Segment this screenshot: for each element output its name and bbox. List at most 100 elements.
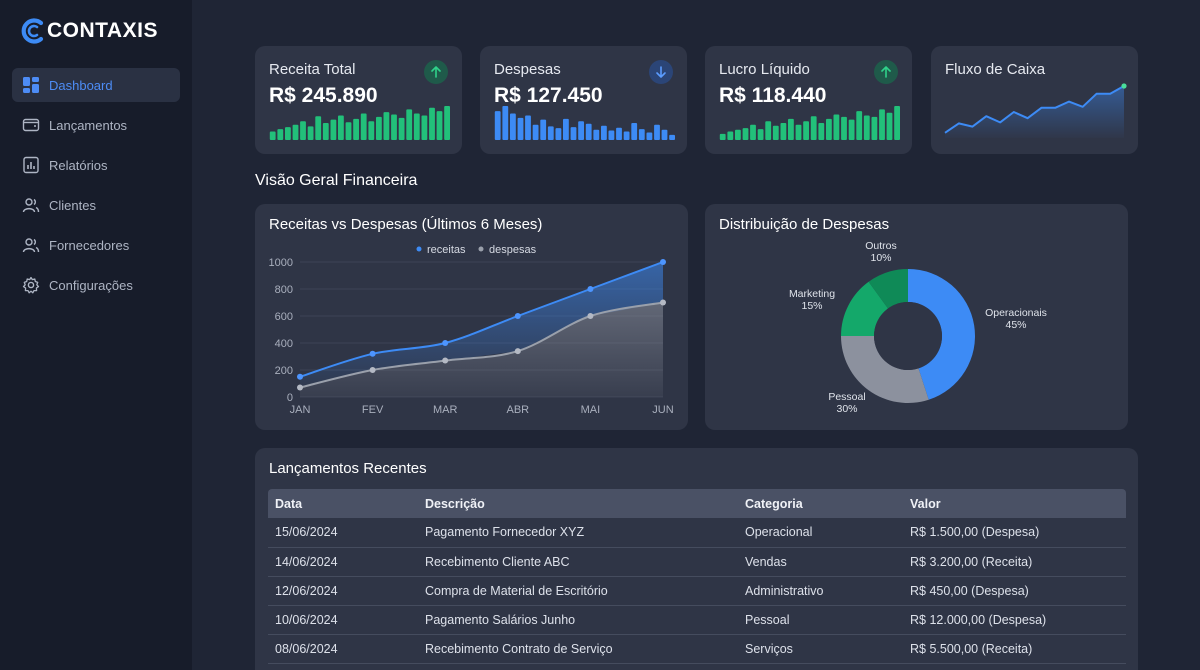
kpi-sparkline-bars [719, 106, 900, 140]
kpi-card-4[interactable]: Fluxo de Caixa [931, 46, 1138, 154]
sparkline-bar [750, 124, 756, 140]
recent-entries-panel: Lançamentos Recentes Data Descrição Catego… [255, 448, 1138, 670]
sparkline-bar [646, 132, 653, 140]
sparkline-bar [436, 111, 443, 140]
sparkline-bar [826, 118, 832, 140]
line-chart-title: Receitas vs Despesas (Últimos 6 Meses) [269, 216, 543, 233]
receitas-point [514, 313, 521, 319]
sparkline-bar [413, 113, 420, 140]
sparkline-bar [735, 129, 741, 140]
sparkline-bar [871, 116, 878, 140]
sparkline-bar [570, 127, 577, 140]
receitas-point [297, 373, 303, 380]
sparkline-bar [833, 114, 840, 140]
sparkline-bar [727, 131, 734, 140]
sidebar-item-clientes[interactable]: Clientes [12, 188, 180, 222]
kpi-card-1[interactable]: Receita Total R$ 245.890 [255, 46, 462, 154]
kpi-card-3[interactable]: Lucro Líquido R$ 118.440 [705, 46, 912, 154]
sparkline-bar [616, 127, 622, 140]
arrow-up-icon [874, 60, 898, 84]
table-cell: Serviços [738, 634, 903, 664]
receitas-line [299, 261, 664, 378]
sidebar-nav: Dashboard Lançamentos Relatórios Clientes Fo… [12, 68, 180, 308]
donut-percent: 10% [870, 252, 891, 264]
donut-slice-operacionais [908, 269, 975, 400]
despesas-area [300, 302, 663, 397]
y-tick-label: 1000 [269, 257, 293, 269]
donut-slice-pessoal [841, 336, 929, 403]
recent-entries-table: Data Descrição Categoria Valor 15/06/2024 Pa… [268, 489, 1126, 664]
sparkline-bar [300, 121, 306, 140]
sidebar-item-lancamentos[interactable]: Lançamentos [12, 108, 180, 142]
table-cell: Compra de Material de Escritório [418, 576, 738, 606]
brand-logo[interactable]: CONTAXIS [20, 16, 158, 46]
despesas-point [442, 357, 449, 364]
report-icon [22, 156, 40, 174]
x-tick-label: JAN [290, 404, 311, 416]
table-cell: R$ 1.500,00 (Despesa) [903, 518, 1126, 548]
sidebar-item-label: Fornecedores [49, 237, 130, 253]
sparkline-bar [563, 118, 569, 140]
table-row[interactable]: 15/06/2024 Pagamento Fornecedor XYZ Operac… [268, 518, 1126, 548]
kpi-title: Lucro Líquido [719, 61, 810, 78]
receitas-point [442, 340, 449, 346]
kpi-card-2[interactable]: Despesas R$ 127.450 [480, 46, 687, 154]
sidebar-item-relatorios[interactable]: Relatórios [12, 148, 180, 182]
donut-percent: 15% [801, 300, 822, 312]
sidebar-item-label: Configurações [49, 277, 133, 293]
sparkline-bar [368, 121, 375, 140]
y-tick-label: 400 [275, 338, 293, 350]
receitas-point [660, 259, 666, 265]
sparkline-bar [757, 129, 764, 140]
column-header[interactable]: Valor [903, 489, 1126, 518]
sparkline-bar [547, 126, 554, 140]
sparkline-bar [593, 129, 600, 140]
table-cell: Pagamento Salários Junho [418, 605, 738, 635]
sparkline-bar [330, 119, 337, 140]
sparkline-bar [338, 115, 344, 140]
table-cell: Administrativo [738, 576, 903, 606]
sidebar-item-configuracoes[interactable]: Configurações [12, 268, 180, 302]
table-cell: Vendas [738, 547, 903, 577]
x-tick-label: ABR [506, 404, 529, 416]
sidebar-item-fornecedores[interactable]: Fornecedores [12, 228, 180, 262]
kpi-title: Receita Total [269, 61, 356, 78]
table-row[interactable]: 14/06/2024 Recebimento Cliente ABC Vendas R… [268, 547, 1126, 577]
sidebar-item-label: Relatórios [49, 157, 108, 173]
x-tick-label: MAR [433, 404, 458, 416]
table-row[interactable]: 12/06/2024 Compra de Material de Escritór… [268, 576, 1126, 606]
column-header[interactable]: Categoria [738, 489, 903, 518]
table-cell: R$ 3.200,00 (Receita) [903, 547, 1126, 577]
table-cell: Pagamento Fornecedor XYZ [418, 518, 738, 548]
x-tick-label: JUN [652, 404, 673, 416]
sparkline-bar [585, 123, 592, 140]
table-cell: 14/06/2024 [268, 547, 418, 577]
y-tick-label: 0 [287, 392, 293, 404]
sparkline-bar [555, 128, 562, 140]
table-row[interactable]: 10/06/2024 Pagamento Salários Junho Pessoa… [268, 605, 1126, 635]
section-title: Visão Geral Financeira [255, 172, 418, 189]
sparkline-bar [848, 119, 855, 140]
despesas-point [369, 367, 376, 373]
brand-name: CONTAXIS [47, 19, 158, 42]
sidebar-item-dashboard[interactable]: Dashboard [12, 68, 180, 102]
donut-slice-marketing [841, 281, 889, 336]
sparkline-bar [669, 134, 675, 140]
y-tick-label: 200 [275, 365, 293, 377]
sparkline-bar [765, 121, 772, 140]
sparkline-bar [269, 131, 276, 140]
cash-flow-endpoint [1121, 83, 1127, 89]
column-header[interactable]: Descrição [418, 489, 738, 518]
column-header[interactable]: Data [268, 489, 418, 518]
table-row[interactable]: 08/06/2024 Recebimento Contrato de Serviç… [268, 634, 1126, 664]
table-cell: Pessoal [738, 605, 903, 635]
donut-chart-title: Distribuição de Despesas [719, 216, 890, 233]
sparkline-bar [810, 116, 817, 140]
arrow-up-icon [424, 60, 448, 84]
sparkline-bar [772, 125, 779, 140]
sparkline-bar [623, 131, 630, 140]
table-cell: Recebimento Contrato de Serviço [418, 634, 738, 664]
sparkline-bar [631, 123, 638, 140]
despesas-point [587, 313, 594, 319]
